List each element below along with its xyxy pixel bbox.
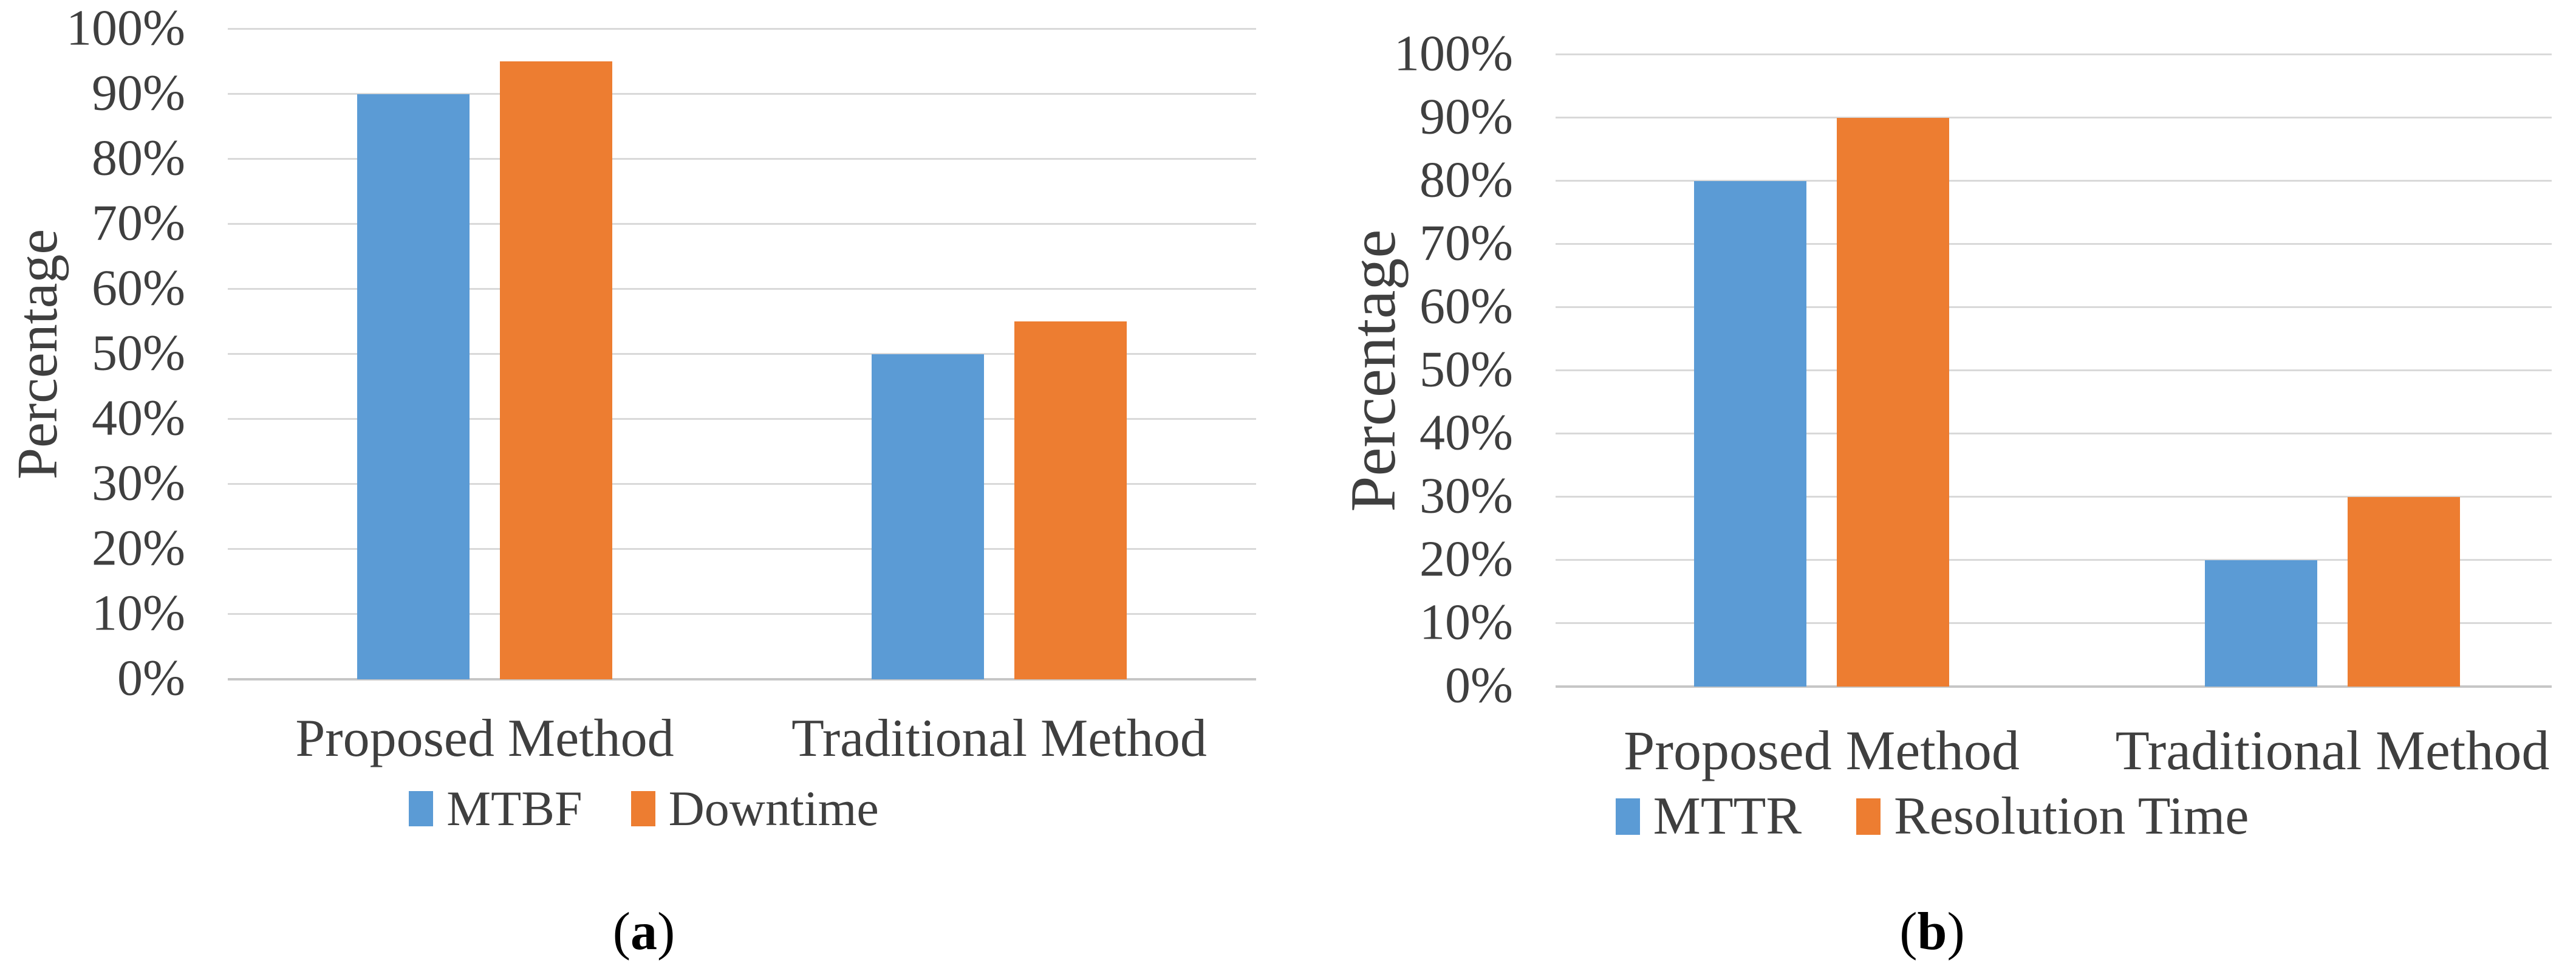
legend: MTTR Resolution Time (1288, 790, 2576, 843)
legend-label: MTBF (446, 781, 583, 836)
subfigure-caption: (b) (1288, 905, 2576, 959)
x-category-label: Proposed Method (295, 709, 674, 768)
legend: MTBF Downtime (0, 784, 1288, 834)
legend-label: MTTR (1653, 787, 1802, 846)
legend-item-mttr: MTTR (1615, 787, 1802, 846)
x-category-label: Traditional Method (2115, 719, 2550, 781)
gridline (1556, 180, 2552, 182)
y-tick-label: 50% (92, 324, 185, 382)
gridline (1556, 117, 2552, 118)
legend-item-resolution-time: Resolution Time (1856, 790, 2249, 843)
gridline (228, 548, 1256, 550)
gridline (1556, 496, 2552, 498)
gridline (228, 418, 1256, 420)
gridline (1556, 53, 2552, 55)
gridline (1556, 306, 2552, 308)
y-tick-label: 0% (1445, 657, 1513, 714)
y-tick-label: 60% (92, 259, 185, 317)
caption-open-paren: ( (612, 902, 630, 961)
legend-label: Resolution Time (1894, 787, 2249, 846)
bar-resolution-time-proposed-method (1837, 118, 1949, 687)
y-tick-label: 70% (1420, 214, 1513, 272)
caption-open-paren: ( (1899, 902, 1918, 961)
bar-mtbf-traditional-method (872, 354, 984, 679)
subfigure-b: Percentage MTTR Resolution Time (b) 0% 10%… (1288, 0, 2576, 977)
x-axis-baseline (228, 678, 1256, 680)
legend-item-mtbf: MTBF (409, 781, 583, 836)
y-axis-title: Percentage (1338, 229, 1409, 512)
subfigure-caption: (a) (0, 905, 1288, 959)
y-tick-label: 10% (1420, 594, 1513, 651)
x-category-label: Traditional Method (791, 709, 1207, 768)
bar-mttr-traditional-method (2205, 560, 2317, 687)
legend-label: Downtime (668, 781, 879, 836)
gridline (228, 223, 1256, 225)
caption-letter: a (630, 902, 657, 961)
y-tick-label: 100% (66, 0, 185, 57)
bar-mttr-proposed-method (1694, 181, 1806, 687)
legend-marker (630, 791, 655, 826)
y-tick-label: 100% (1394, 25, 1513, 82)
y-tick-label: 60% (1420, 278, 1513, 335)
y-tick-label: 0% (117, 650, 185, 707)
gridline (1556, 622, 2552, 624)
bar-mtbf-proposed-method (357, 94, 470, 679)
legend-marker (409, 791, 434, 826)
y-tick-label: 40% (92, 389, 185, 447)
subfigure-a: Percentage MTBF Downtime (a) 0% 10% 20% 30% 4… (0, 0, 1288, 959)
gridline (1556, 559, 2552, 561)
gridline (1556, 433, 2552, 434)
legend-item-downtime: Downtime (630, 781, 879, 836)
y-tick-label: 20% (92, 519, 185, 577)
bar-downtime-traditional-method (1014, 321, 1127, 679)
caption-close-paren: ) (1947, 902, 1965, 961)
gridline (228, 158, 1256, 160)
bar-resolution-time-traditional-method (2348, 497, 2460, 687)
caption-close-paren: ) (657, 902, 675, 961)
gridline (228, 93, 1256, 95)
gridline (228, 28, 1256, 30)
x-category-label: Proposed Method (1624, 719, 2020, 781)
legend-marker (1615, 798, 1640, 835)
gridline (228, 353, 1256, 355)
gridline (228, 483, 1256, 485)
y-tick-label: 30% (1420, 467, 1513, 524)
caption-letter: b (1917, 902, 1947, 961)
y-tick-label: 30% (92, 454, 185, 512)
y-tick-label: 50% (1420, 341, 1513, 398)
gridline (1556, 243, 2552, 245)
y-tick-label: 90% (92, 64, 185, 122)
gridline (228, 288, 1256, 290)
y-tick-label: 20% (1420, 530, 1513, 588)
y-tick-label: 70% (92, 194, 185, 252)
y-tick-label: 80% (92, 129, 185, 187)
y-tick-label: 90% (1420, 88, 1513, 145)
y-axis-title: Percentage (6, 228, 69, 480)
gridline (1556, 369, 2552, 371)
x-axis-baseline (1556, 685, 2552, 688)
legend-marker (1856, 798, 1881, 835)
y-tick-label: 40% (1420, 404, 1513, 461)
plot-area (1556, 53, 2552, 688)
bar-downtime-proposed-method (500, 61, 612, 679)
y-tick-label: 80% (1420, 151, 1513, 208)
y-tick-label: 10% (92, 584, 185, 642)
plot-area (228, 28, 1256, 680)
gridline (228, 613, 1256, 615)
